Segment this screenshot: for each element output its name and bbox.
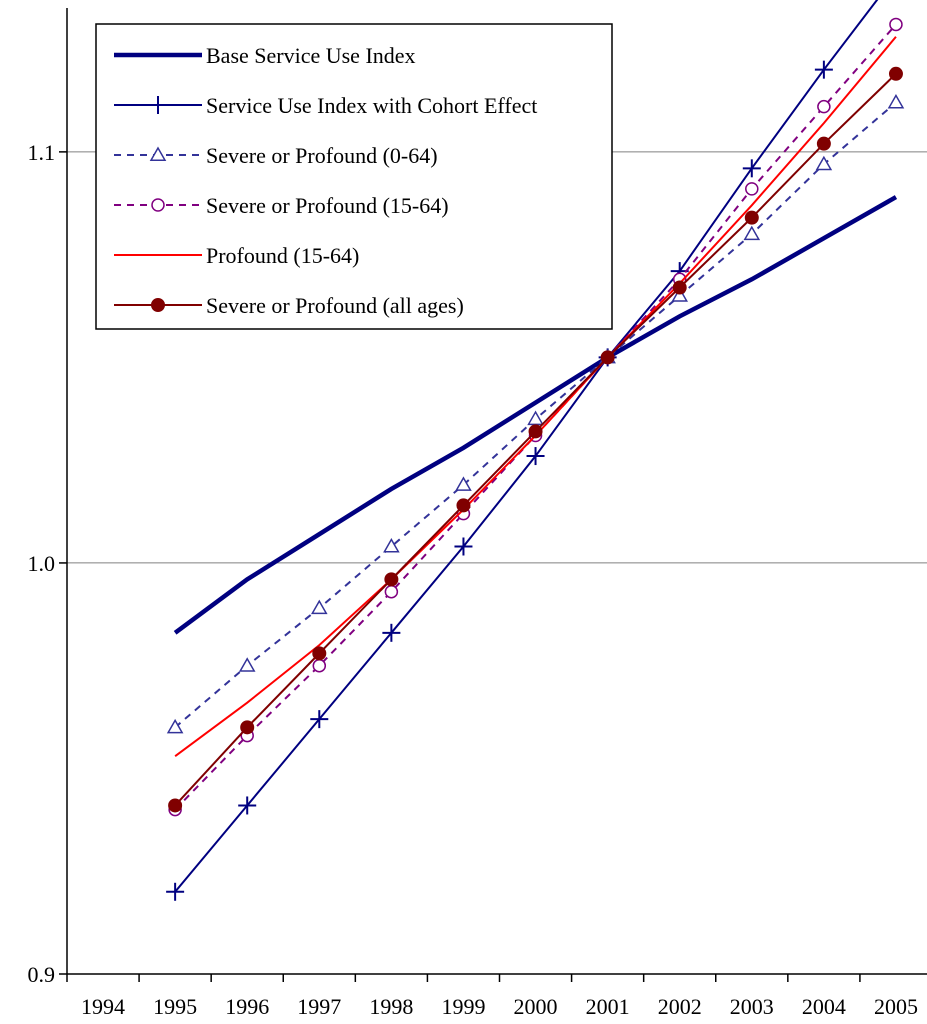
y-tick-label: 0.9	[28, 962, 56, 987]
legend-label: Severe or Profound (0-64)	[206, 143, 438, 168]
legend-label: Profound (15-64)	[206, 243, 359, 268]
legend-entry: Service Use Index with Cohort Effect	[114, 93, 537, 118]
data-point	[888, 66, 903, 81]
x-tick-label: 2000	[514, 994, 558, 1019]
series-5	[168, 66, 903, 813]
data-point	[742, 159, 761, 178]
data-point	[814, 60, 833, 79]
series-line	[174, 23, 897, 811]
data-point	[526, 447, 545, 466]
legend-marker	[149, 146, 167, 161]
data-point	[817, 99, 831, 114]
legend-entry: Profound (15-64)	[114, 243, 359, 268]
series-line	[173, 195, 898, 635]
x-tick-label: 1997	[297, 994, 341, 1019]
data-point	[383, 537, 400, 553]
x-tick-label: 2001	[586, 994, 630, 1019]
data-point	[240, 720, 255, 735]
data-point	[527, 410, 544, 426]
x-tick-labels: 1994 1995 1996 1997 1998 1999 2000 2001 2002 2003…	[81, 994, 918, 1019]
series-0	[173, 195, 898, 635]
legend-label: Severe or Profound (15-64)	[206, 193, 449, 218]
legend-label: Severe or Profound (all ages)	[206, 293, 464, 318]
data-point	[312, 658, 327, 673]
legend-marker	[149, 96, 167, 114]
data-point	[745, 182, 759, 196]
x-tick-label: 1998	[369, 994, 413, 1019]
x-tick-label: 1994	[81, 994, 125, 1019]
series-layer	[166, 0, 905, 901]
data-point	[382, 623, 401, 642]
legend-entry: Severe or Profound (0-64)	[114, 143, 438, 168]
data-point	[238, 796, 257, 815]
data-point	[889, 17, 903, 32]
axes	[59, 8, 927, 982]
legend-marker	[151, 198, 165, 212]
data-point	[456, 498, 471, 513]
data-point	[600, 350, 615, 365]
legend-label: Base Service Use Index	[206, 43, 416, 68]
y-tick-label: 1.0	[28, 551, 56, 576]
data-point	[312, 646, 327, 661]
legend-box	[95, 23, 613, 330]
x-tick-label: 2005	[874, 994, 918, 1019]
data-point	[238, 657, 256, 672]
data-point	[672, 280, 687, 295]
legend-entry: Base Service Use Index	[114, 43, 416, 68]
data-point	[671, 287, 689, 302]
data-point	[455, 476, 472, 491]
data-point	[816, 136, 831, 151]
y-tick-label: 1.1	[28, 140, 56, 165]
data-point	[166, 718, 184, 734]
legend-entry: Severe or Profound (all ages)	[114, 293, 464, 318]
data-point	[887, 94, 905, 109]
data-point	[743, 225, 761, 241]
data-point	[744, 210, 759, 225]
x-tick-label: 2002	[658, 994, 702, 1019]
data-point	[166, 882, 185, 901]
data-point	[528, 424, 543, 439]
x-tick-label: 1999	[441, 994, 485, 1019]
data-point	[310, 710, 329, 729]
series-1	[166, 0, 879, 901]
data-point	[310, 599, 328, 615]
data-point	[454, 537, 473, 556]
y-tick-labels: 0.9 1.0 1.1	[28, 140, 56, 987]
x-tick-label: 1995	[153, 994, 197, 1019]
data-point	[815, 155, 833, 171]
legend-marker	[151, 298, 165, 312]
legend-entry: Severe or Profound (15-64)	[114, 193, 449, 218]
data-point	[384, 584, 399, 599]
x-tick-label: 1996	[225, 994, 269, 1019]
data-point	[168, 798, 183, 813]
x-tick-label: 2003	[730, 994, 774, 1019]
data-point	[384, 572, 399, 587]
legend: Base Service Use Index Service Use Index …	[95, 23, 613, 330]
legend-label: Service Use Index with Cohort Effect	[206, 93, 537, 118]
x-tick-label: 2004	[802, 994, 846, 1019]
